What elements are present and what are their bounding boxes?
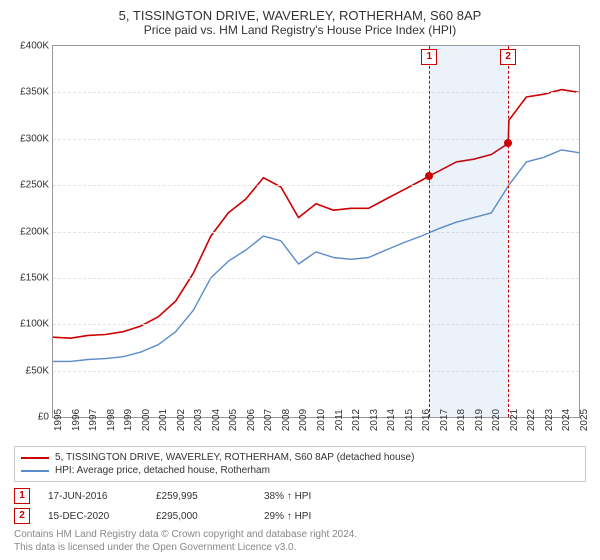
annotation-delta: 29% ↑ HPI — [264, 511, 354, 522]
x-axis-label: 2005 — [228, 409, 239, 431]
x-axis-label: 2022 — [526, 409, 537, 431]
annotation-row: 1 17-JUN-2016 £259,995 38% ↑ HPI — [14, 486, 586, 506]
x-axis-label: 1997 — [88, 409, 99, 431]
y-axis-label: £300K — [20, 133, 49, 144]
marker-dot — [425, 172, 433, 180]
x-axis-label: 1998 — [106, 409, 117, 431]
x-axis-label: 2002 — [176, 409, 187, 431]
legend-swatch — [21, 470, 49, 472]
y-axis-label: £200K — [20, 226, 49, 237]
x-axis-label: 2006 — [246, 409, 257, 431]
annotation-marker: 2 — [14, 508, 30, 524]
annotation-delta: 38% ↑ HPI — [264, 491, 354, 502]
x-axis-label: 2014 — [386, 409, 397, 431]
attribution-line: Contains HM Land Registry data © Crown c… — [14, 529, 586, 542]
marker-box: 1 — [421, 49, 437, 65]
chart-plot-area: £0£50K£100K£150K£200K£250K£300K£350K£400… — [52, 45, 580, 418]
x-axis-label: 2011 — [334, 409, 345, 431]
annotation-date: 17-JUN-2016 — [48, 491, 138, 502]
x-axis-label: 1999 — [123, 409, 134, 431]
annotation-date: 15-DEC-2020 — [48, 511, 138, 522]
annotation-price: £295,000 — [156, 511, 246, 522]
annotation-price: £259,995 — [156, 491, 246, 502]
chart-wrap: £0 £50K £100K £150K £200K £250K £300K £350K £400… — [14, 41, 586, 442]
x-axis-label: 2023 — [544, 409, 555, 431]
legend-item: 5, TISSINGTON DRIVE, WAVERLEY, ROTHERHAM… — [21, 451, 579, 464]
attribution: Contains HM Land Registry data © Crown c… — [14, 529, 586, 554]
x-axis-label: 2004 — [211, 409, 222, 431]
x-axis-label: 2001 — [158, 409, 169, 431]
x-axis-label: 2000 — [141, 409, 152, 431]
annotation-marker: 1 — [14, 488, 30, 504]
x-axis-label: 2010 — [316, 409, 327, 431]
attribution-line: This data is licensed under the Open Gov… — [14, 542, 586, 555]
chart-container: 5, TISSINGTON DRIVE, WAVERLEY, ROTHERHAM… — [0, 0, 600, 560]
shaded-band — [429, 46, 508, 417]
x-axis-label: 2015 — [404, 409, 415, 431]
annotation-row: 2 15-DEC-2020 £295,000 29% ↑ HPI — [14, 506, 586, 526]
x-axis-label: 2013 — [369, 409, 380, 431]
x-axis-label: 2024 — [561, 409, 572, 431]
legend-label: 5, TISSINGTON DRIVE, WAVERLEY, ROTHERHAM… — [55, 452, 414, 463]
chart-title: 5, TISSINGTON DRIVE, WAVERLEY, ROTHERHAM… — [14, 8, 586, 23]
legend-label: HPI: Average price, detached house, Roth… — [55, 465, 270, 476]
chart-subtitle: Price paid vs. HM Land Registry's House … — [14, 23, 586, 37]
x-axis-label: 2021 — [509, 409, 520, 431]
marker-vline — [429, 46, 430, 417]
y-axis-label: £150K — [20, 272, 49, 283]
x-axis-label: 2012 — [351, 409, 362, 431]
x-axis-label: 2025 — [579, 409, 590, 431]
y-axis-label: £400K — [20, 41, 49, 52]
x-axis-label: 2007 — [263, 409, 274, 431]
y-axis-label: £250K — [20, 180, 49, 191]
x-axis-label: 2009 — [298, 409, 309, 431]
y-axis-label: £100K — [20, 319, 49, 330]
legend-swatch — [21, 457, 49, 459]
annotation-table: 1 17-JUN-2016 £259,995 38% ↑ HPI 2 15-DEC-202… — [14, 486, 586, 526]
marker-vline — [508, 46, 509, 417]
y-axis-label: £350K — [20, 87, 49, 98]
legend: 5, TISSINGTON DRIVE, WAVERLEY, ROTHERHAM… — [14, 446, 586, 482]
legend-item: HPI: Average price, detached house, Roth… — [21, 464, 579, 477]
marker-dot — [504, 139, 512, 147]
y-axis-label: £0 — [38, 412, 49, 423]
x-axis-label: 2003 — [193, 409, 204, 431]
y-axis-label: £50K — [26, 365, 49, 376]
x-axis-label: 2008 — [281, 409, 292, 431]
x-axis-label: 1995 — [53, 409, 64, 431]
x-axis-label: 1996 — [71, 409, 82, 431]
marker-box: 2 — [500, 49, 516, 65]
